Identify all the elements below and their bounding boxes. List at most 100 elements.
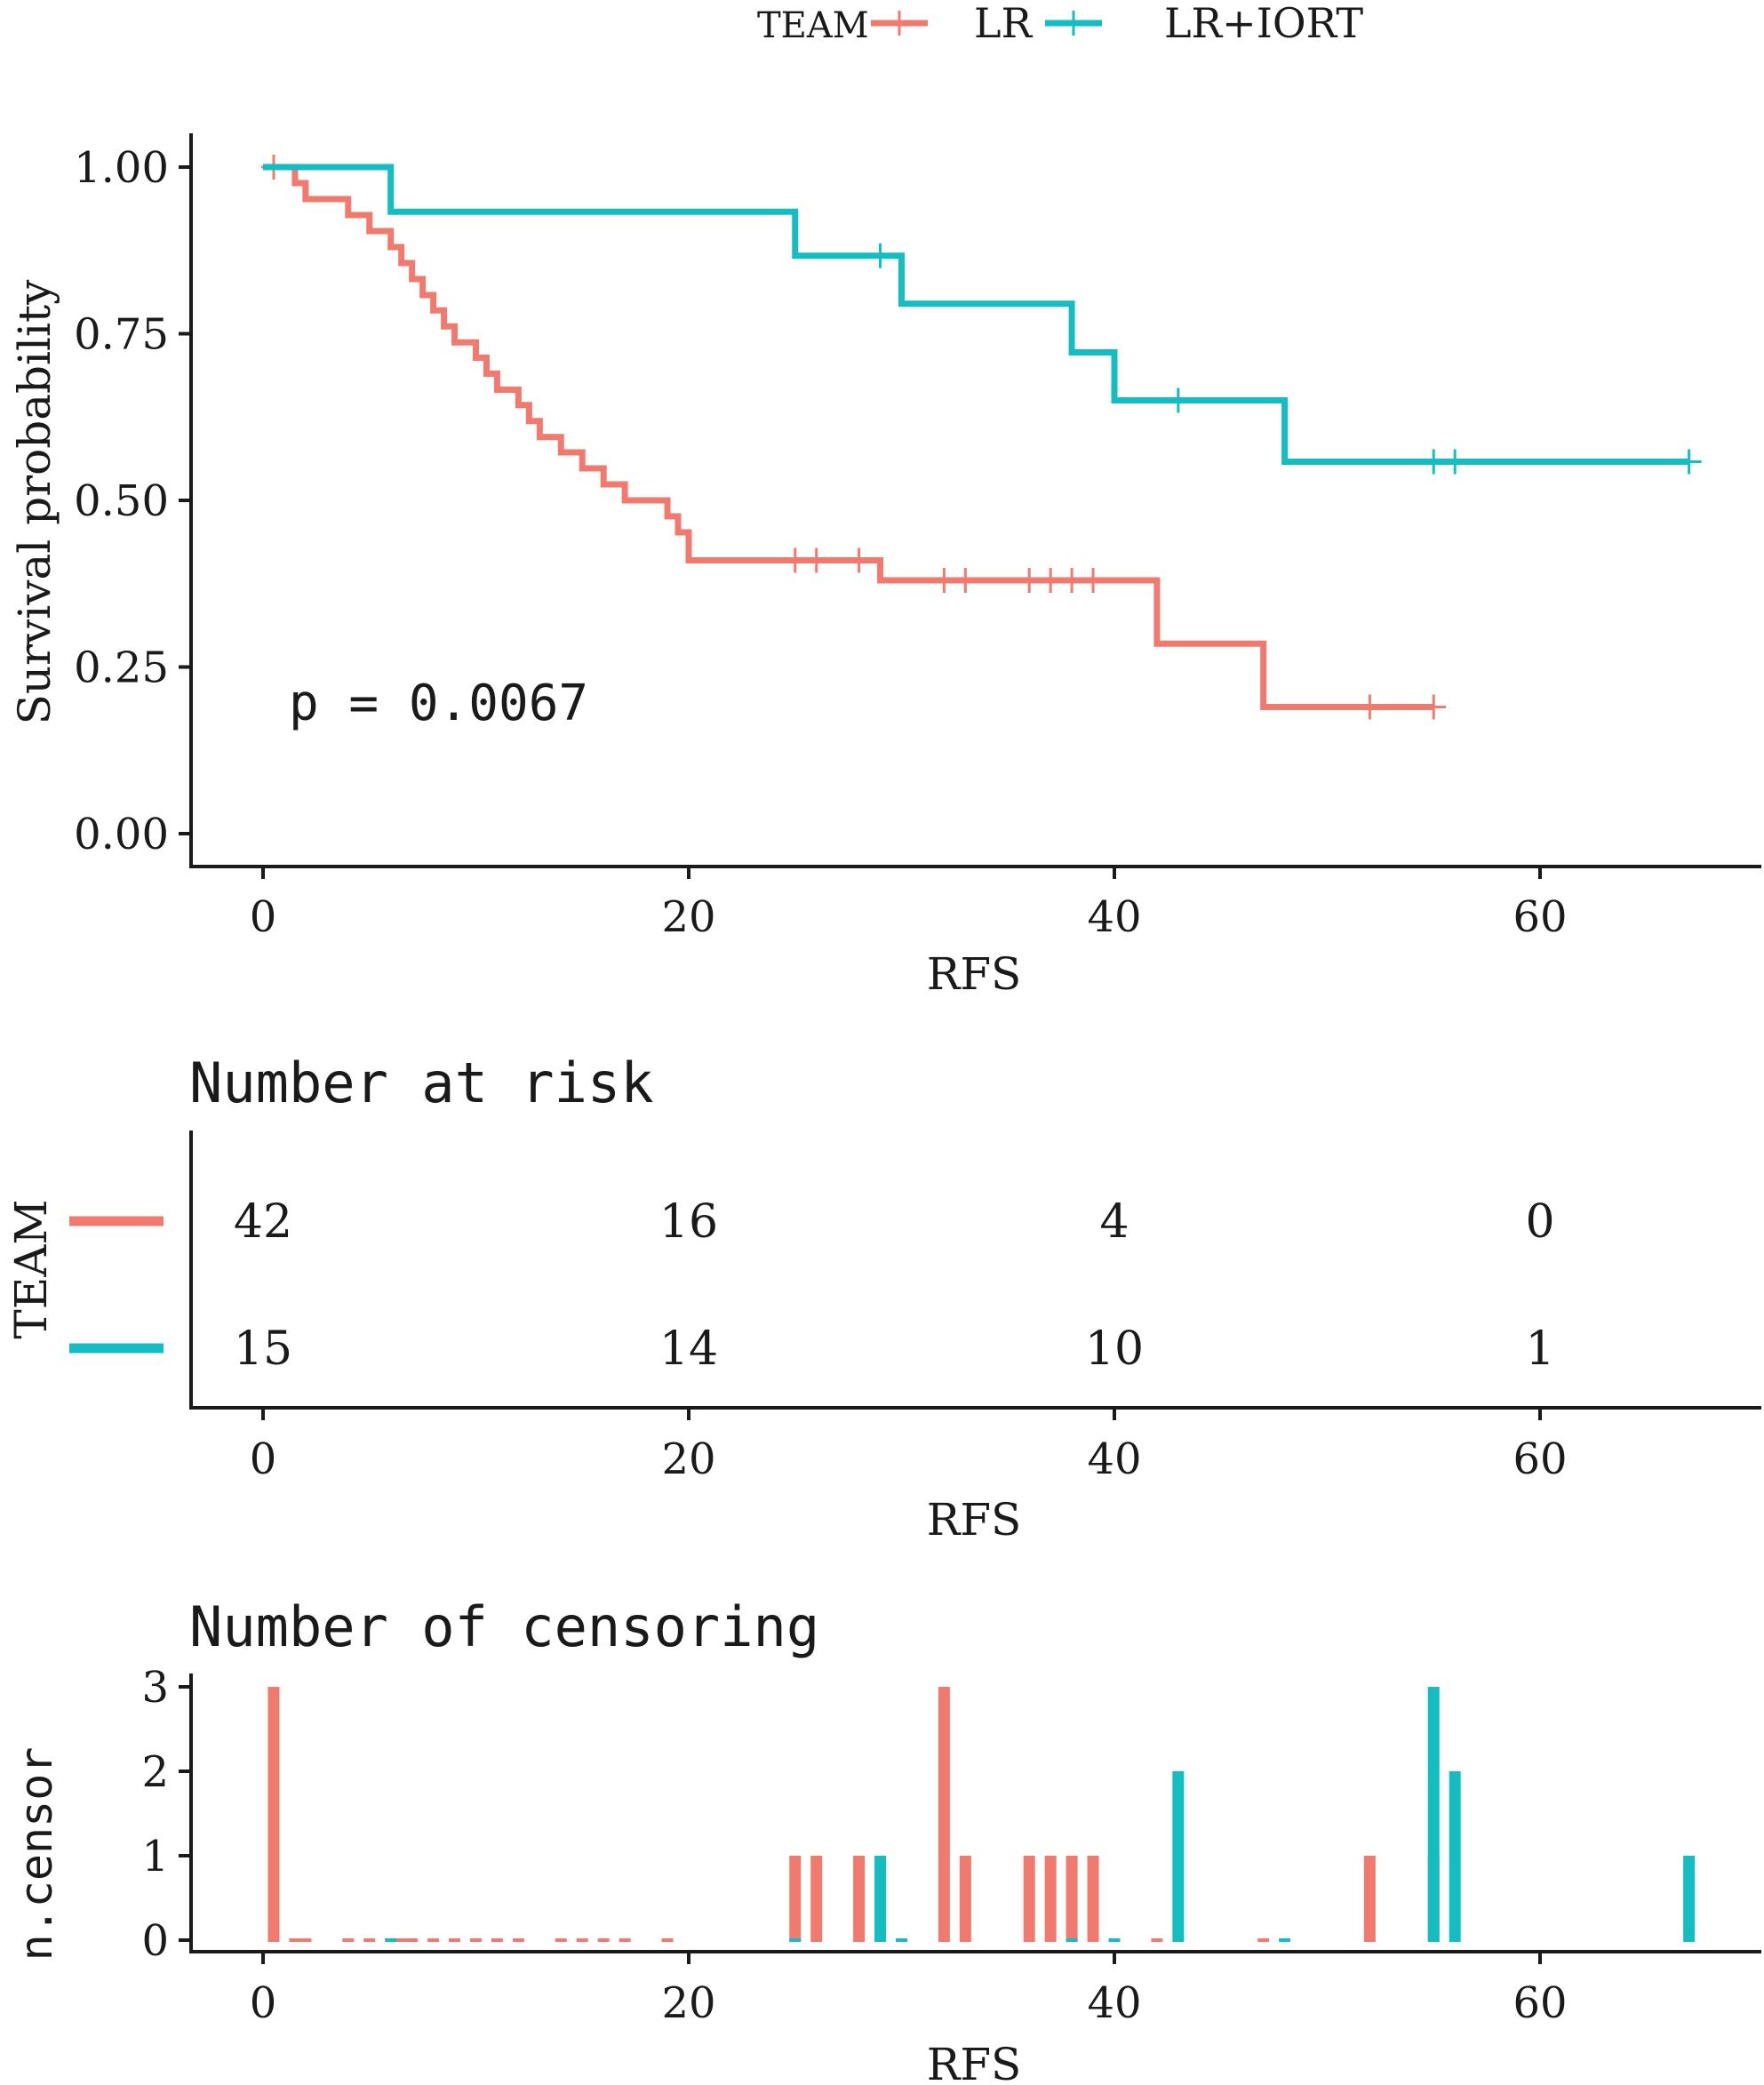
survival-curve-LR+IORT (263, 164, 1689, 465)
x-axis-label: RFS (927, 948, 1022, 1000)
y-tick-label: 0.00 (74, 810, 169, 859)
censor-mark (1081, 568, 1106, 593)
censor-bar-zero-LR (470, 1938, 482, 1942)
censor-bar-LR+IORT (1427, 1687, 1440, 1942)
censor-mark (1059, 568, 1085, 593)
legend-items: LR LR+IORT (871, 0, 1363, 47)
censor-bar-LR+IORT (1172, 1771, 1185, 1942)
censor-bar-zero-LR (427, 1938, 440, 1942)
censoring-bars (267, 1687, 1696, 1942)
risk-count: 15 (234, 1322, 292, 1376)
censor-bar-zero-LR (449, 1938, 461, 1942)
survival-plot: Survival probability RFS p = 0.0067 0.00… (9, 133, 1761, 1000)
censor-bar-LR (810, 1856, 823, 1942)
censor-bar-zero-LR (491, 1938, 503, 1942)
censor-bar-zero-LR+IORT (385, 1938, 397, 1942)
censor-bar-LR+IORT (1683, 1856, 1696, 1942)
risk-count: 14 (659, 1322, 718, 1376)
censor-bar-zero-LR (395, 1938, 408, 1942)
risk-table: Number at risk TEAM RFS 0 20 40 60 42 16 4 015… (5, 1050, 1761, 1546)
censor-bar-LR (853, 1856, 866, 1942)
survival-curves (260, 155, 1702, 720)
x-tick-label: 0 (250, 1978, 277, 2028)
censor-bar-LR (1023, 1856, 1035, 1942)
risk-table-title: Number at risk (189, 1050, 654, 1115)
censor-mark (931, 568, 957, 593)
censor-bar-zero-LR+IORT (789, 1938, 802, 1942)
censoring-title: Number of censoring (189, 1594, 819, 1659)
risk-count: 10 (1085, 1322, 1144, 1376)
survival-curve-LR (263, 164, 1434, 710)
censor-mark (1165, 387, 1191, 413)
y-tick-label: 0.50 (74, 476, 169, 526)
censor-mark (1442, 449, 1468, 475)
censor-mark (867, 243, 893, 268)
censor-bar-zero-LR+IORT (1066, 1938, 1078, 1942)
y-axis-label: Survival probability (9, 279, 60, 724)
x-tick-label: 0 (250, 892, 277, 942)
y-tick-label: 0 (141, 1916, 169, 1966)
x-tick-label: 40 (1087, 1434, 1141, 1484)
y-tick-label: 0.25 (74, 643, 169, 693)
censor-mark (1017, 568, 1042, 593)
legend-label: LR+IORT (1164, 0, 1363, 47)
censor-bar-zero-LR (597, 1938, 610, 1942)
censoring-xlabel: RFS (927, 2039, 1022, 2085)
risk-count: 0 (1525, 1195, 1554, 1249)
x-tick-label: 40 (1087, 892, 1141, 942)
legend-swatch-censor-mark (887, 11, 912, 36)
y-tick-label: 1 (141, 1832, 169, 1881)
censor-mark (1038, 568, 1064, 593)
censor-bar-zero-LR (406, 1938, 419, 1942)
censor-bar-LR (959, 1856, 971, 1942)
censor-bar-zero-LR (299, 1938, 312, 1942)
censor-mark (782, 547, 808, 573)
censor-mark (1421, 694, 1447, 720)
x-tick-label: 60 (1513, 892, 1567, 942)
censor-bar-zero-LR (363, 1938, 376, 1942)
risk-table-xlabel: RFS (927, 1494, 1022, 1546)
censor-mark (1676, 449, 1702, 475)
censor-bar-zero-LR (512, 1938, 524, 1942)
censor-bar-zero-LR (661, 1938, 674, 1942)
censor-mark (846, 547, 872, 573)
risk-count: 4 (1099, 1195, 1129, 1249)
x-tick-label: 60 (1513, 1434, 1567, 1484)
censor-bar-zero-LR (619, 1938, 631, 1942)
y-tick-label: 2 (141, 1747, 169, 1797)
censor-bar-LR (267, 1687, 280, 1942)
censor-bar-LR (1044, 1856, 1057, 1942)
risk-count: 16 (659, 1195, 718, 1249)
censor-bar-LR (938, 1687, 950, 1942)
censor-bar-zero-LR+IORT (1108, 1938, 1121, 1942)
censor-mark (803, 547, 829, 573)
censor-bar-zero-LR (342, 1938, 355, 1942)
axes: 0.00 0.25 0.50 0.75 1.00 0 20 40 60 (74, 133, 1761, 942)
censor-bar-zero-LR (1257, 1938, 1270, 1942)
censor-bar-LR (1363, 1856, 1376, 1942)
legend: TEAM LR LR+IORT (757, 0, 1363, 47)
censor-bar-LR+IORT (874, 1856, 887, 1942)
y-tick-label: 1.00 (74, 143, 169, 193)
censor-bar-zero-LR (555, 1938, 567, 1942)
x-tick-label: 0 (250, 1434, 277, 1484)
censor-bar-zero-LR+IORT (1279, 1938, 1291, 1942)
x-tick-label: 60 (1513, 1978, 1567, 2028)
censor-bar-LR (1087, 1856, 1099, 1942)
censoring-plot: Number of censoring n.censor RFS 0 1 2 3 0 20… (11, 1594, 1761, 2085)
censor-bar-zero-LR (576, 1938, 588, 1942)
risk-table-cells: 42 16 4 0 15 14 10 1 (69, 1195, 1555, 1376)
risk-table-ylabel: TEAM (5, 1199, 57, 1338)
risk-count: 42 (234, 1195, 292, 1249)
censoring-ylabel: n.censor (11, 1747, 62, 1961)
legend-label: LR (974, 0, 1034, 47)
y-tick-label: 3 (141, 1663, 169, 1713)
legend-swatch-censor-mark (1061, 11, 1086, 36)
x-tick-label: 40 (1087, 1978, 1141, 2028)
censor-mark (1421, 449, 1447, 475)
censor-bar-LR (789, 1856, 802, 1942)
censor-bar-zero-LR+IORT (896, 1938, 907, 1942)
y-tick-label: 0.75 (74, 310, 169, 360)
axes: 0 1 2 3 0 20 40 60 (141, 1663, 1761, 2028)
